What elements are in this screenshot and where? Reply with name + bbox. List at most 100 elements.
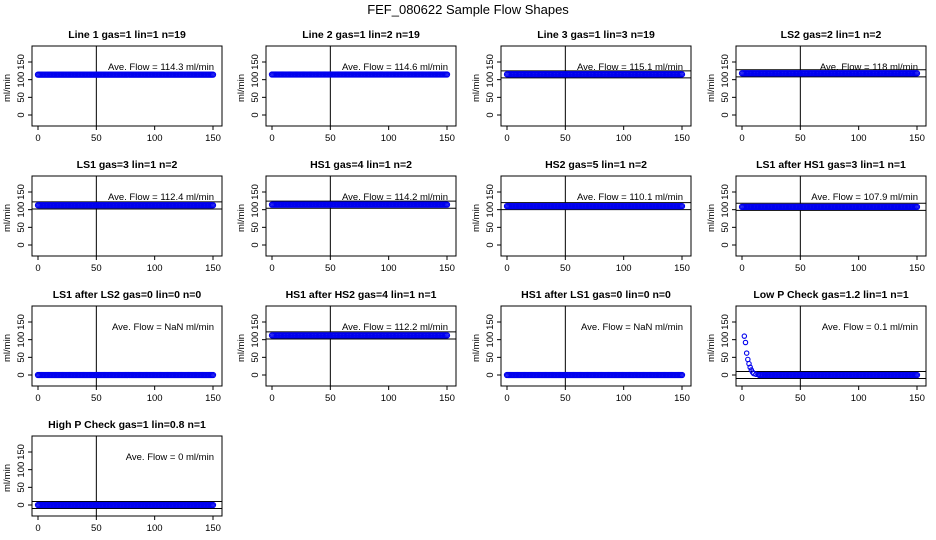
panel-title: LS1 gas=3 lin=1 n=2	[77, 159, 178, 171]
x-tick-label: 100	[147, 523, 163, 534]
chart-panel: HS2 gas=5 lin=1 n=2 ml/min 0 50 100 150 0 50 100…	[471, 159, 692, 274]
panel-title: Low P Check gas=1.2 lin=1 n=1	[753, 289, 908, 301]
y-tick-label: 0	[16, 242, 27, 247]
y-tick-label: 0	[16, 372, 27, 377]
plot-frame	[735, 305, 927, 387]
x-tick-label: 100	[381, 133, 397, 144]
data-point	[209, 202, 217, 209]
x-tick-label: 0	[269, 133, 274, 144]
panel-title: LS2 gas=2 lin=1 n=2	[781, 29, 882, 41]
panel-title: HS1 after LS1 gas=0 lin=0 n=0	[521, 289, 671, 301]
y-axis-label: ml/min	[2, 464, 13, 492]
y-tick-label: 100	[720, 72, 731, 88]
average-flow-annotation: Ave. Flow = 0 ml/min	[126, 452, 214, 463]
data-point	[443, 201, 451, 208]
y-tick-label: 50	[250, 352, 261, 363]
average-flow-annotation: Ave. Flow = 114.6 ml/min	[342, 62, 448, 73]
y-tick-label: 0	[16, 502, 27, 507]
panel-title: HS1 gas=4 lin=1 n=2	[310, 159, 412, 171]
chart-panel: LS1 after HS1 gas=3 lin=1 n=1 ml/min 0 50 10…	[706, 159, 927, 274]
y-tick-label: 50	[16, 92, 27, 103]
y-tick-label: 150	[16, 184, 27, 200]
y-tick-label: 0	[485, 242, 496, 247]
chart-panel: HS1 after LS1 gas=0 lin=0 n=0 ml/min 0 50 10…	[471, 289, 692, 404]
y-tick-label: 0	[250, 372, 261, 377]
x-tick-label: 100	[147, 393, 163, 404]
panel-title: Line 3 gas=1 lin=3 n=19	[537, 29, 655, 41]
x-tick-label: 150	[205, 393, 221, 404]
average-flow-annotation: Ave. Flow = 112.4 ml/min	[108, 192, 214, 203]
average-flow-annotation: Ave. Flow = 110.1 ml/min	[577, 192, 683, 203]
y-tick-label: 100	[485, 332, 496, 348]
y-tick-label: 0	[720, 372, 731, 377]
plot-frame	[500, 175, 692, 257]
y-tick-label: 50	[250, 92, 261, 103]
plot-frame	[735, 45, 927, 127]
y-tick-label: 50	[16, 222, 27, 233]
y-tick-label: 100	[16, 72, 27, 88]
data-point	[443, 71, 451, 78]
average-flow-annotation: Ave. Flow = 114.2 ml/min	[342, 192, 448, 203]
y-tick-label: 150	[720, 54, 731, 70]
y-axis-label: ml/min	[706, 334, 717, 362]
x-tick-label: 100	[616, 263, 632, 274]
y-tick-label: 0	[250, 242, 261, 247]
x-tick-label: 0	[504, 263, 509, 274]
data-point	[747, 364, 753, 370]
average-flow-annotation: Ave. Flow = 107.9 ml/min	[811, 192, 918, 203]
x-tick-label: 50	[325, 393, 336, 404]
average-flow-annotation: Ave. Flow = 115.1 ml/min	[577, 62, 683, 73]
panel-title: LS1 after HS1 gas=3 lin=1 n=1	[756, 159, 906, 171]
y-tick-label: 100	[16, 332, 27, 348]
y-tick-label: 50	[720, 222, 731, 233]
x-tick-label: 150	[909, 263, 925, 274]
plot-frame	[500, 45, 692, 127]
x-tick-label: 150	[674, 133, 690, 144]
x-tick-label: 100	[616, 393, 632, 404]
panel-title: High P Check gas=1 lin=0.8 n=1	[48, 419, 206, 431]
y-axis-label: ml/min	[2, 334, 13, 362]
data-point	[913, 70, 921, 77]
x-tick-label: 0	[504, 393, 509, 404]
chart-panel: LS2 gas=2 lin=1 n=2 ml/min 0 50 100 150 0 50 100…	[706, 29, 927, 144]
x-tick-label: 0	[269, 393, 274, 404]
y-tick-label: 100	[250, 332, 261, 348]
x-tick-label: 150	[909, 393, 925, 404]
x-tick-label: 150	[205, 263, 221, 274]
chart-panel: LS1 gas=3 lin=1 n=2 ml/min 0 50 100 150 0 50 100…	[2, 159, 223, 274]
plot-frame	[265, 175, 457, 257]
x-tick-label: 0	[739, 263, 744, 274]
y-axis-label: ml/min	[471, 204, 482, 232]
data-point	[443, 332, 451, 339]
y-tick-label: 50	[720, 92, 731, 103]
y-tick-label: 50	[16, 352, 27, 363]
y-tick-label: 150	[485, 54, 496, 70]
x-tick-label: 150	[909, 133, 925, 144]
plot-frame	[500, 305, 692, 387]
x-tick-label: 0	[739, 393, 744, 404]
y-tick-label: 150	[16, 54, 27, 70]
figure-title: FEF_080622 Sample Flow Shapes	[367, 2, 569, 17]
data-point	[913, 203, 921, 211]
y-tick-label: 100	[16, 462, 27, 478]
average-flow-annotation: Ave. Flow = 118 ml/min	[820, 62, 918, 73]
plot-frame	[31, 305, 223, 387]
x-tick-label: 50	[795, 393, 806, 404]
x-tick-label: 50	[560, 263, 571, 274]
average-flow-annotation: Ave. Flow = 0.1 ml/min	[822, 322, 918, 333]
chart-panel: HS1 gas=4 lin=1 n=2 ml/min 0 50 100 150 0 50 100…	[236, 159, 457, 274]
y-tick-label: 150	[16, 314, 27, 330]
x-tick-label: 0	[35, 523, 40, 534]
y-axis-label: ml/min	[706, 204, 717, 232]
x-tick-label: 100	[381, 263, 397, 274]
y-axis-label: ml/min	[236, 334, 247, 362]
y-axis-label: ml/min	[471, 74, 482, 102]
data-point	[678, 71, 686, 78]
x-tick-label: 0	[35, 133, 40, 144]
x-tick-label: 50	[91, 263, 102, 274]
x-tick-label: 50	[91, 133, 102, 144]
x-tick-label: 100	[147, 263, 163, 274]
x-tick-label: 150	[439, 133, 455, 144]
x-tick-label: 150	[439, 263, 455, 274]
